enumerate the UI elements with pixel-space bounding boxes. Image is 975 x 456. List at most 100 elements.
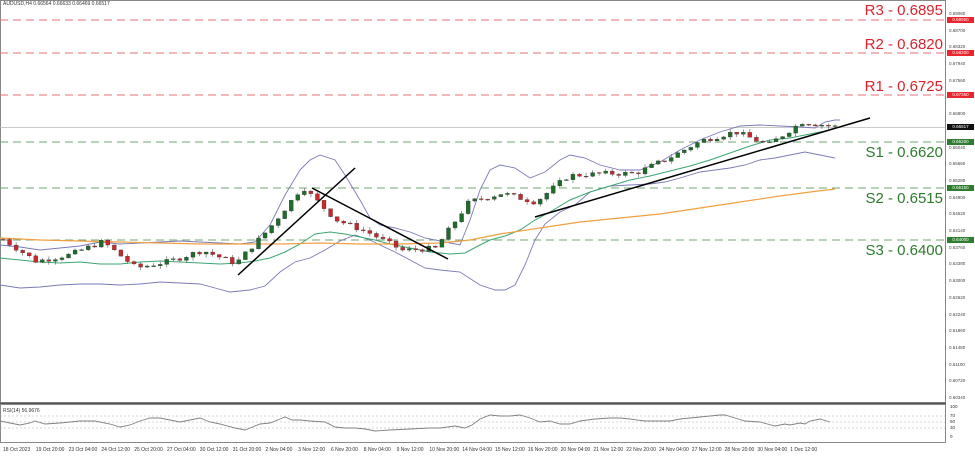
- candle: [92, 245, 97, 248]
- symbol-title: AUDUSD,H4 0.66564 0.66633 0.66469 0.6651…: [3, 1, 110, 7]
- candle: [708, 138, 713, 142]
- price-tick: 0.69080: [949, 11, 966, 16]
- candle: [531, 201, 536, 205]
- time-tick: 1 Dec 12:00: [790, 447, 818, 453]
- trendline-up-2[interactable]: [534, 117, 871, 218]
- candle: [223, 256, 228, 259]
- price-tick: 0.63760: [949, 244, 966, 250]
- candle: [518, 194, 523, 200]
- rsi-tick-50: 50: [950, 419, 956, 424]
- candle: [741, 132, 746, 135]
- candle: [203, 251, 209, 255]
- r3-label: R3 - 0.6895: [864, 2, 943, 19]
- candle: [27, 252, 32, 257]
- candle: [269, 225, 274, 234]
- candle: [236, 259, 241, 265]
- candle: [86, 245, 91, 250]
- candle: [131, 261, 137, 265]
- time-tick: 31 Oct 20:00: [232, 447, 262, 453]
- rsi-level-lines: [0, 415, 945, 429]
- r2-label: R2 - 0.6820: [864, 36, 943, 53]
- candle: [112, 244, 117, 251]
- main-panel-border: [0, 0, 946, 403]
- candle: [158, 264, 163, 267]
- candle: [465, 200, 471, 214]
- candle: [570, 174, 576, 180]
- candle: [662, 160, 667, 162]
- candle: [780, 136, 785, 139]
- time-tick: 25 Oct 20:00: [134, 447, 163, 453]
- candle: [321, 200, 327, 209]
- candle: [171, 258, 176, 260]
- candle: [210, 251, 215, 255]
- candle: [308, 190, 314, 194]
- candle: [13, 244, 19, 251]
- candle: [328, 208, 333, 217]
- trendline-down[interactable]: [311, 187, 449, 260]
- candle: [256, 237, 261, 250]
- candle: [361, 229, 366, 231]
- candle: [806, 124, 811, 126]
- s3-label: S3 - 0.6400: [865, 242, 943, 259]
- candle: [760, 141, 766, 143]
- candle: [282, 210, 287, 219]
- price-tick: 0.66040: [949, 144, 966, 150]
- candle: [275, 218, 281, 226]
- time-tick: 23 Oct 04:00: [68, 447, 98, 453]
- candle: [498, 194, 504, 197]
- price-tick: 0.60720: [949, 378, 966, 384]
- price-tick: 0.65280: [949, 177, 966, 183]
- candle: [597, 172, 602, 174]
- candle: [380, 236, 386, 239]
- rsi-panel-border: [0, 404, 946, 443]
- candle: [511, 193, 517, 195]
- candle: [53, 259, 58, 262]
- candle: [452, 221, 458, 229]
- candle: [524, 199, 530, 202]
- price-tick: 0.68320: [949, 44, 966, 50]
- candle: [675, 152, 680, 158]
- trendline-up-1[interactable]: [237, 167, 356, 276]
- price-tick: 0.67560: [949, 77, 966, 83]
- candle: [636, 172, 641, 175]
- time-tick: 27 Nov 12:00: [691, 447, 722, 453]
- price-tick: 0.62240: [949, 311, 966, 317]
- candle: [420, 249, 425, 252]
- candle: [33, 255, 38, 263]
- price-tick: 0.67940: [949, 61, 966, 67]
- time-tick: 24 Nov 04:00: [659, 447, 689, 453]
- candle: [151, 265, 156, 267]
- candle: [177, 258, 183, 261]
- time-tick: 20 Nov 04:00: [560, 447, 591, 453]
- candle: [446, 227, 451, 240]
- price-tick: 0.64520: [949, 211, 966, 217]
- time-tick: 30 Oct 12:00: [199, 447, 229, 453]
- candle: [688, 147, 694, 151]
- candle: [642, 167, 648, 175]
- candle: [217, 254, 222, 258]
- candle: [610, 170, 615, 175]
- time-tick: 3 Nov 12:00: [298, 447, 326, 453]
- candle: [728, 132, 733, 138]
- time-tick: 27 Oct 04:00: [167, 447, 196, 453]
- candle: [144, 265, 150, 268]
- candle: [590, 172, 595, 177]
- candle: [819, 125, 825, 127]
- candle: [79, 249, 84, 251]
- r1-price-tag: 0.67250: [947, 92, 974, 98]
- s3-price-tag: 0.64000: [947, 237, 974, 243]
- candle: [262, 232, 268, 239]
- candle: [72, 249, 78, 255]
- candle: [701, 138, 707, 143]
- candle: [374, 233, 379, 238]
- candle: [7, 239, 12, 246]
- time-tick: 28 Nov 20:00: [724, 447, 755, 453]
- candle: [40, 259, 45, 263]
- candle: [407, 248, 412, 251]
- candle: [603, 170, 608, 174]
- rsi-tick-100: 100: [950, 404, 958, 409]
- candle: [669, 157, 674, 162]
- candle: [649, 163, 654, 168]
